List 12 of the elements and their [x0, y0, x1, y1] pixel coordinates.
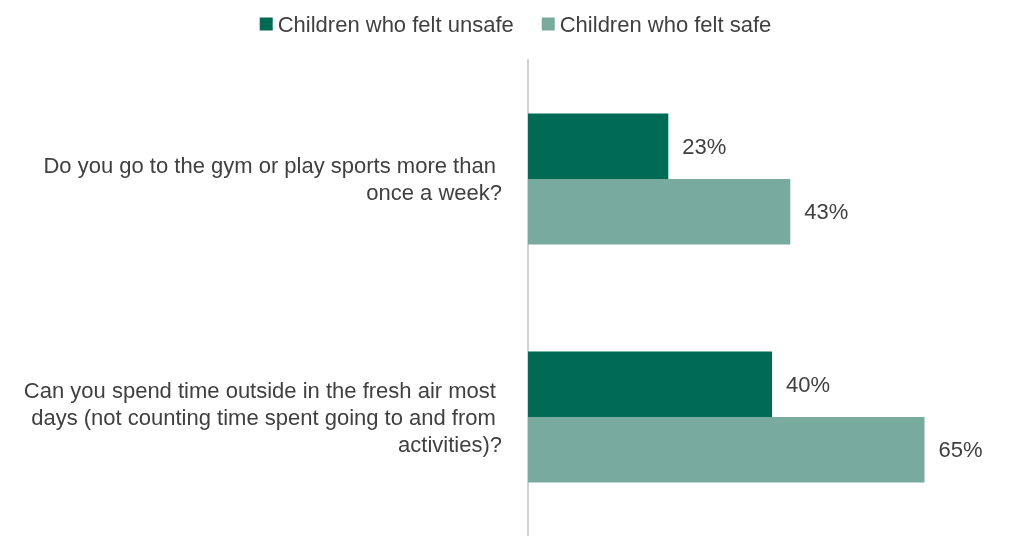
legend-label: Children who felt safe — [559, 11, 772, 37]
bar — [528, 351, 772, 417]
y-tick-label: Do you go to the gym or play sports more than once a week? — [43, 153, 502, 205]
bar — [528, 113, 669, 179]
bar — [528, 417, 925, 483]
data-label: 23% — [682, 133, 727, 159]
data-label: 65% — [938, 437, 983, 463]
data-label: 40% — [786, 371, 831, 397]
y-tick-label: Can you spend time outside in the fresh air most days (not counting time spent going to and from activities)? — [23, 377, 502, 457]
legend-label: Children who felt unsafe — [277, 11, 514, 37]
bar — [528, 179, 791, 245]
data-label: 43% — [804, 199, 849, 225]
